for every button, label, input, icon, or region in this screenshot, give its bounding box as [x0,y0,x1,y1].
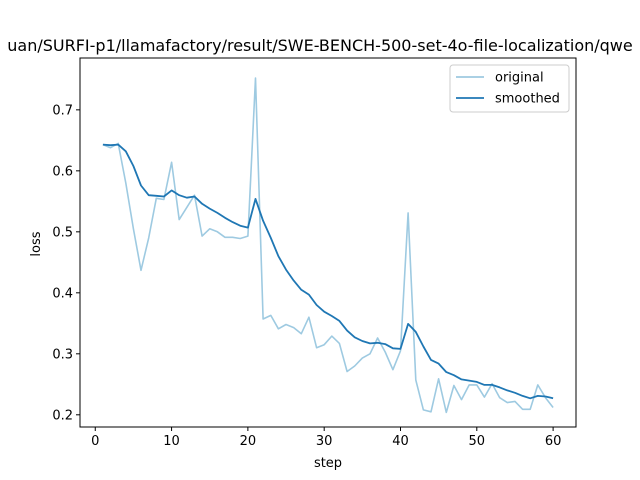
y-tick-label: 0.6 [52,164,73,179]
y-tick-label: 0.5 [52,225,73,240]
x-tick-label: 30 [316,434,333,449]
y-tick-label: 0.3 [52,347,73,362]
x-tick-label: 40 [392,434,409,449]
x-tick-label: 20 [240,434,257,449]
x-axis: 0 10 20 30 40 50 60 [91,427,561,449]
axes-frame [79,57,577,428]
x-tick-label: 60 [545,434,562,449]
series-line-smoothed [102,143,554,400]
y-tick-label: 0.7 [52,103,73,118]
x-tick-label: 0 [91,434,99,449]
legend: original smoothed [449,64,570,113]
legend-label-smoothed: smoothed [495,92,560,107]
plot-area [79,57,577,428]
x-axis-label: step [314,456,342,471]
x-tick-label: 10 [163,434,180,449]
x-tick-label: 50 [469,434,486,449]
y-tick-label: 0.4 [52,286,73,301]
y-axis: 0.2 0.3 0.4 0.5 0.6 0.7 [52,103,80,423]
y-axis-label: loss [29,231,44,256]
legend-label-original: original [495,71,544,86]
y-tick-label: 0.2 [52,408,73,423]
chart-title: uan/SURFI-p1/llamafactory/result/SWE-BEN… [7,36,632,55]
series-line-original [102,77,554,414]
